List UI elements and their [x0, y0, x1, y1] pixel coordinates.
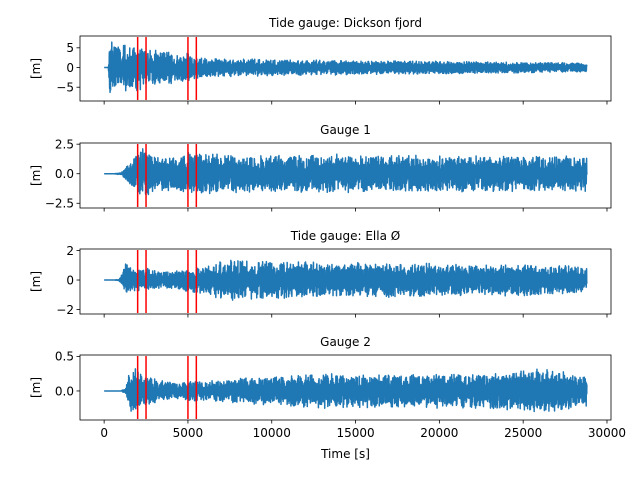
plot-frame: [79, 35, 612, 102]
x-tick-label: 25000: [504, 426, 542, 440]
panel-title: Tide gauge: Ella Ø: [290, 229, 400, 243]
x-tick-label: 30000: [588, 426, 626, 440]
x-tick-label: 15000: [336, 426, 374, 440]
y-tick-label: −2: [56, 303, 74, 317]
panel-title: Gauge 1: [320, 123, 371, 137]
panel-4: 0.0 0.5 0 5000 10000 15000 20000 25000 30000 Gaug…: [29, 335, 626, 461]
series-line: [103, 148, 588, 196]
panel-2: −2.5 0.0 2.5 Gauge 1 [m]: [29, 123, 612, 212]
y-axis-label: [m]: [29, 58, 43, 79]
x-tick-label: 0: [100, 426, 108, 440]
panel-1: −5 0 5 Tide gauge: Dickson fjord [m]: [29, 16, 612, 105]
y-tick-label: 2.5: [55, 137, 74, 151]
y-tick-label: 0: [66, 61, 74, 75]
y-tick-label: 2: [66, 244, 74, 258]
series-line: [103, 41, 588, 94]
y-tick-label: −2.5: [45, 197, 74, 211]
y-tick-label: 5: [66, 41, 74, 55]
y-tick-label: 0: [66, 273, 74, 287]
x-tick-label: 10000: [253, 426, 291, 440]
plot-frame: [79, 354, 612, 421]
x-tick-label: 5000: [173, 426, 204, 440]
panel-3: −2 0 2 Tide gauge: Ella Ø [m]: [29, 229, 612, 318]
x-tick-label: 20000: [420, 426, 458, 440]
plot-frame: [79, 142, 612, 209]
y-tick-label: 0.5: [55, 350, 74, 364]
panel-title: Tide gauge: Dickson fjord: [268, 16, 422, 30]
y-tick-label: 0.0: [55, 167, 74, 181]
x-axis-label: Time [s]: [320, 447, 370, 461]
y-axis-label: [m]: [29, 271, 43, 292]
y-axis-label: [m]: [29, 165, 43, 186]
series-line: [103, 368, 588, 413]
y-tick-label: 0.0: [55, 384, 74, 398]
y-axis-label: [m]: [29, 377, 43, 398]
panel-title: Gauge 2: [320, 335, 371, 349]
plot-frame: [79, 248, 612, 315]
series-line: [103, 259, 588, 301]
y-tick-label: −5: [56, 81, 74, 95]
